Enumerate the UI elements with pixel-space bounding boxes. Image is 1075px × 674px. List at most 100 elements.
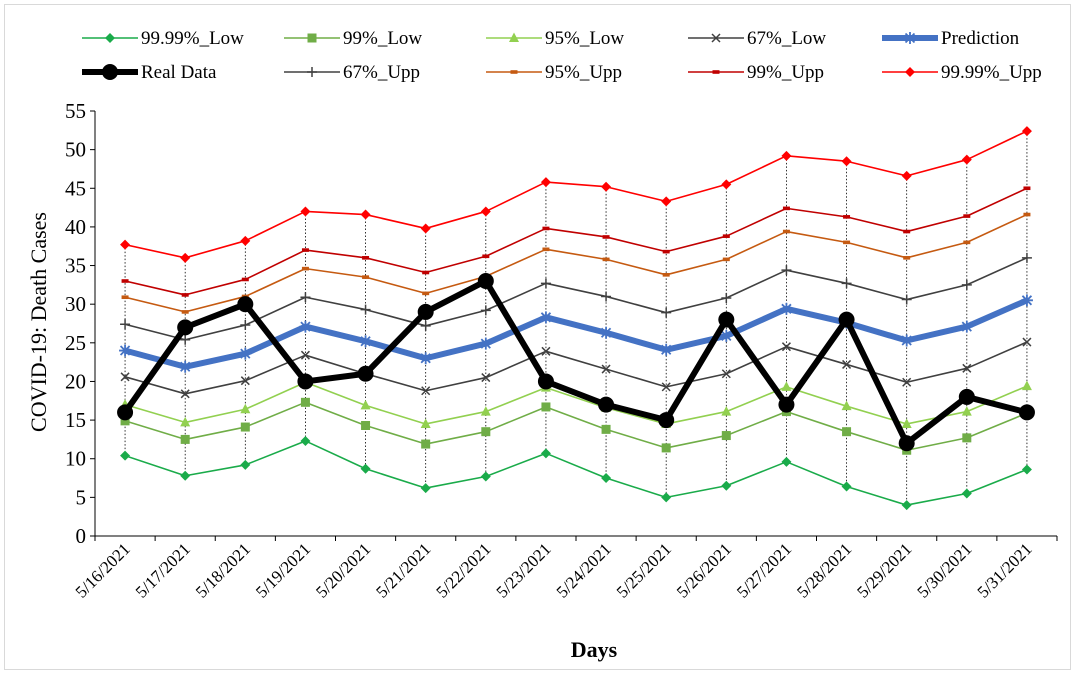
data-point: [117, 404, 134, 421]
data-point: [898, 435, 915, 452]
data-point: [240, 422, 250, 432]
series-line: [124, 213, 1028, 313]
legend-item-99pct-low: 99%_Low: [284, 28, 422, 49]
data-point: [722, 234, 730, 238]
data-point: [961, 154, 972, 165]
data-point: [841, 481, 852, 492]
y-tick-label: 40: [65, 215, 86, 239]
y-tick-label: 30: [65, 292, 86, 316]
data-point: [662, 273, 670, 277]
data-point: [240, 235, 251, 246]
data-point: [782, 206, 790, 211]
data-point: [362, 275, 370, 279]
data-point: [360, 209, 371, 220]
data-point: [420, 223, 431, 234]
data-point: [781, 150, 792, 161]
data-point: [420, 483, 431, 494]
series-line: [124, 130, 1028, 259]
legend-item-real-data: Real Data: [82, 62, 217, 83]
data-point: [902, 377, 912, 387]
data-point: [181, 293, 189, 297]
data-point: [721, 293, 732, 303]
data-point: [1022, 337, 1032, 347]
data-point: [540, 448, 551, 459]
data-point: [781, 265, 792, 276]
data-point: [480, 305, 491, 316]
data-point: [421, 439, 431, 449]
legend-marker: [307, 33, 317, 43]
data-point: [721, 369, 731, 379]
legend-marker: [510, 70, 518, 74]
data-point: [601, 424, 611, 434]
series-99-99pct-low: [120, 435, 1032, 511]
data-point: [1021, 380, 1032, 391]
legend-item-95pct-upp: 95%_Upp: [486, 62, 622, 83]
legend-label: 99%_Upp: [747, 62, 824, 83]
data-point: [477, 273, 494, 289]
data-point: [721, 480, 732, 491]
legend-item-99-99pct-upp: 99.99%_Upp: [882, 62, 1042, 83]
data-point: [301, 248, 309, 252]
data-point: [180, 334, 191, 345]
legend-marker: [509, 32, 519, 42]
data-point: [598, 396, 615, 413]
data-point: [300, 350, 310, 360]
data-point: [300, 435, 311, 446]
data-point: [963, 214, 971, 218]
data-point: [540, 278, 551, 289]
data-point: [963, 240, 971, 245]
data-point: [542, 247, 550, 252]
series-real-data: [117, 273, 1035, 452]
data-point: [1020, 294, 1033, 307]
data-point: [359, 335, 372, 348]
data-point: [781, 381, 792, 391]
legend-marker: [711, 33, 721, 43]
data-point: [841, 156, 852, 167]
series-line: [124, 440, 1028, 506]
data-point: [842, 359, 852, 369]
data-point: [420, 418, 431, 428]
x-axis-title: Days: [571, 637, 618, 662]
data-point: [422, 270, 430, 275]
data-point: [299, 320, 312, 333]
data-point: [661, 443, 671, 453]
data-point: [362, 256, 370, 260]
data-point: [903, 229, 911, 234]
data-point: [480, 406, 491, 416]
data-point: [900, 334, 913, 347]
y-tick-label: 5: [76, 485, 87, 509]
data-point: [179, 360, 192, 373]
data-point: [780, 302, 793, 315]
data-point: [180, 252, 191, 263]
y-tick-label: 45: [65, 176, 86, 200]
series-99-99pct-upp: [120, 126, 1032, 263]
legend-label: 95%_Upp: [545, 62, 622, 83]
legend-marker: [905, 67, 915, 77]
legend-item-67pct-upp: 67%_Upp: [284, 62, 420, 83]
data-point: [602, 235, 610, 239]
data-point: [1021, 126, 1032, 137]
series-line: [124, 257, 1028, 341]
series-67pct-low: [120, 337, 1032, 399]
legend-label: 99%_Low: [343, 28, 422, 49]
data-point: [180, 470, 191, 481]
legend-item-99pct-upp: 99%_Upp: [688, 62, 824, 83]
data-point: [121, 295, 129, 300]
data-point: [120, 416, 130, 426]
data-point: [420, 320, 431, 331]
data-point: [658, 412, 675, 429]
y-tick-label: 20: [65, 369, 86, 393]
data-point: [480, 471, 491, 482]
data-point: [417, 303, 434, 320]
data-point: [903, 256, 911, 260]
data-point: [419, 352, 432, 365]
legend-label: 99.99%_Upp: [941, 62, 1042, 83]
y-axis-title: COVID-19: Death Cases: [26, 212, 51, 432]
data-point: [177, 319, 194, 336]
data-point: [240, 459, 251, 470]
y-tick-label: 10: [65, 447, 86, 471]
data-point: [660, 343, 673, 356]
legend-item-99-99pct-low: 99.99%_Low: [82, 28, 244, 49]
data-point: [961, 406, 972, 416]
